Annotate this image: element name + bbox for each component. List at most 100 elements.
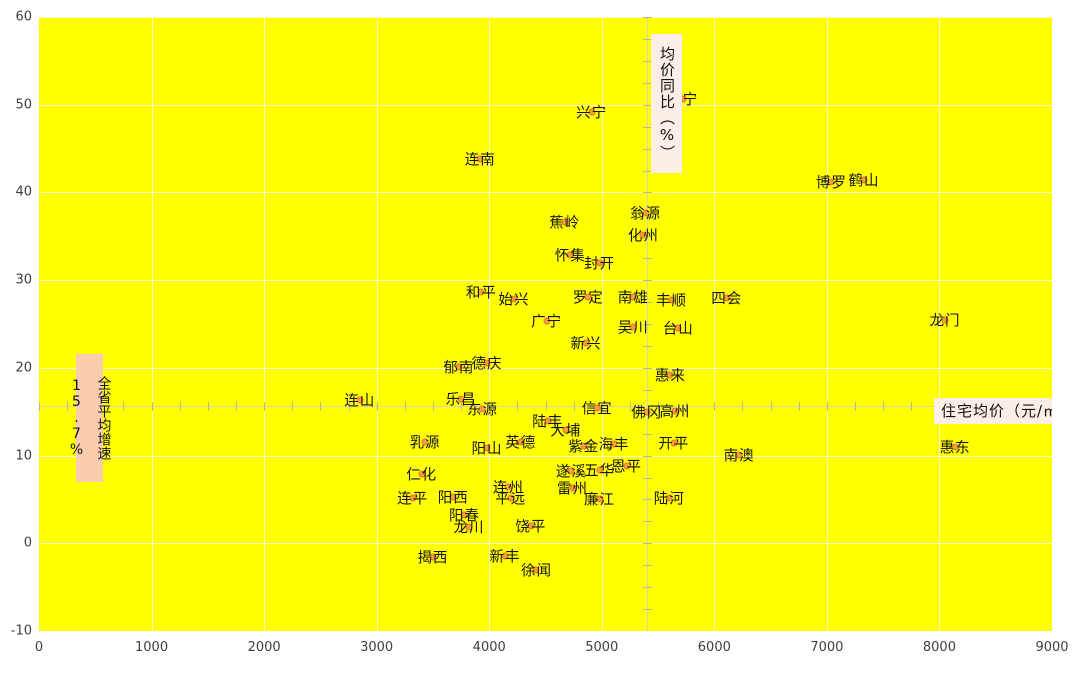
data-point[interactable] (629, 293, 637, 301)
data-point[interactable] (610, 440, 618, 448)
data-point[interactable] (860, 176, 868, 184)
plot-area: 普宁 兴宁 连南 博罗 鹤山 翁源 蕉岭 化州 怀集 封开 和平 始兴 罗定 南雄 丰顺 四会 广宁 吴川 台山 龙门… (39, 17, 1052, 631)
data-point[interactable] (674, 324, 682, 331)
data-point[interactable] (356, 396, 364, 404)
reference-tick (826, 401, 828, 411)
data-point[interactable] (527, 522, 535, 530)
data-point[interactable] (670, 439, 678, 447)
y-axis-tick-label: -10 (10, 623, 32, 639)
data-point[interactable] (457, 395, 465, 403)
data-point[interactable] (562, 426, 570, 434)
data-point[interactable] (483, 359, 491, 367)
gridline-horizontal (39, 543, 1052, 545)
data-point[interactable] (671, 407, 679, 415)
data-point[interactable] (639, 231, 647, 239)
data-point[interactable] (418, 470, 426, 478)
data-point[interactable] (510, 295, 518, 303)
y-axis-tick-label: 0 (23, 535, 32, 551)
data-point[interactable] (941, 316, 949, 324)
data-point[interactable] (517, 438, 525, 446)
data-point[interactable] (593, 404, 601, 412)
reference-tick (629, 401, 631, 411)
data-point[interactable] (629, 323, 637, 331)
reference-tick (714, 401, 716, 411)
y-axis-tick-label: 40 (15, 184, 32, 200)
reference-tick (643, 587, 653, 589)
data-point[interactable] (477, 288, 485, 296)
reference-tick (742, 401, 744, 411)
reference-tick (643, 367, 653, 369)
data-point[interactable] (504, 483, 512, 491)
reference-tick (404, 401, 406, 411)
data-point[interactable] (582, 339, 590, 347)
x-axis-tick-label: 3000 (360, 640, 394, 655)
reference-tick (643, 236, 653, 238)
data-point[interactable] (588, 108, 596, 116)
reference-tick (770, 401, 772, 411)
reference-tick (643, 433, 653, 435)
gridline-horizontal (39, 367, 1052, 369)
data-point[interactable] (643, 408, 651, 416)
data-point[interactable] (429, 553, 437, 561)
data-point[interactable] (596, 466, 604, 474)
x-axis-tick-label: 2000 (247, 640, 281, 655)
data-point[interactable] (476, 155, 484, 163)
data-point[interactable] (569, 484, 576, 492)
y-axis-tick-label: 10 (15, 448, 32, 464)
data-point[interactable] (501, 552, 509, 560)
data-point[interactable] (460, 511, 468, 519)
data-point[interactable] (566, 251, 574, 259)
data-point[interactable] (449, 493, 457, 501)
data-point[interactable] (735, 451, 743, 459)
data-point[interactable] (723, 294, 731, 302)
data-point[interactable] (532, 566, 540, 574)
data-point[interactable] (596, 259, 604, 267)
data-point[interactable] (455, 363, 463, 371)
x-axis-tick-label: 0 (34, 640, 44, 655)
data-point[interactable] (483, 444, 491, 452)
reference-tick (123, 401, 125, 411)
gridline-horizontal (39, 280, 1052, 282)
reference-tick (643, 148, 653, 150)
data-point[interactable] (561, 218, 569, 226)
data-point[interactable] (421, 438, 429, 446)
data-point[interactable] (543, 317, 551, 325)
data-point[interactable] (668, 296, 676, 304)
reference-tick (911, 401, 913, 411)
data-point[interactable] (507, 494, 515, 502)
data-point[interactable] (567, 467, 575, 475)
data-point[interactable] (478, 405, 486, 413)
data-point[interactable] (596, 495, 604, 503)
reference-tick (376, 401, 378, 411)
data-point[interactable] (544, 417, 552, 425)
reference-tick (643, 455, 653, 457)
reference-tick (264, 401, 266, 411)
data-point[interactable] (580, 442, 588, 450)
reference-tick (643, 565, 653, 567)
data-point[interactable] (409, 494, 417, 502)
data-point[interactable] (665, 494, 673, 502)
data-point[interactable] (827, 178, 835, 186)
gridline-vertical (714, 17, 716, 631)
reference-tick (686, 401, 688, 411)
reference-tick (643, 345, 653, 347)
data-point[interactable] (584, 293, 592, 301)
reference-tick (658, 401, 660, 411)
y-axis-tick-label: 20 (15, 360, 32, 376)
reference-tick (643, 609, 653, 611)
reference-tick (643, 192, 653, 194)
gridline-vertical (601, 17, 603, 631)
reference-tick (545, 401, 547, 411)
data-point[interactable] (666, 371, 674, 379)
gridline-vertical (151, 17, 153, 631)
gridline-horizontal (39, 192, 1052, 194)
reference-tick (151, 401, 153, 411)
data-point[interactable] (642, 209, 650, 217)
data-point[interactable] (465, 523, 473, 531)
data-point[interactable] (623, 462, 631, 470)
gridline-vertical (264, 17, 266, 631)
data-point[interactable] (951, 443, 959, 451)
reference-tick (601, 401, 603, 411)
gridline-vertical (489, 17, 491, 631)
reference-tick (432, 401, 434, 411)
